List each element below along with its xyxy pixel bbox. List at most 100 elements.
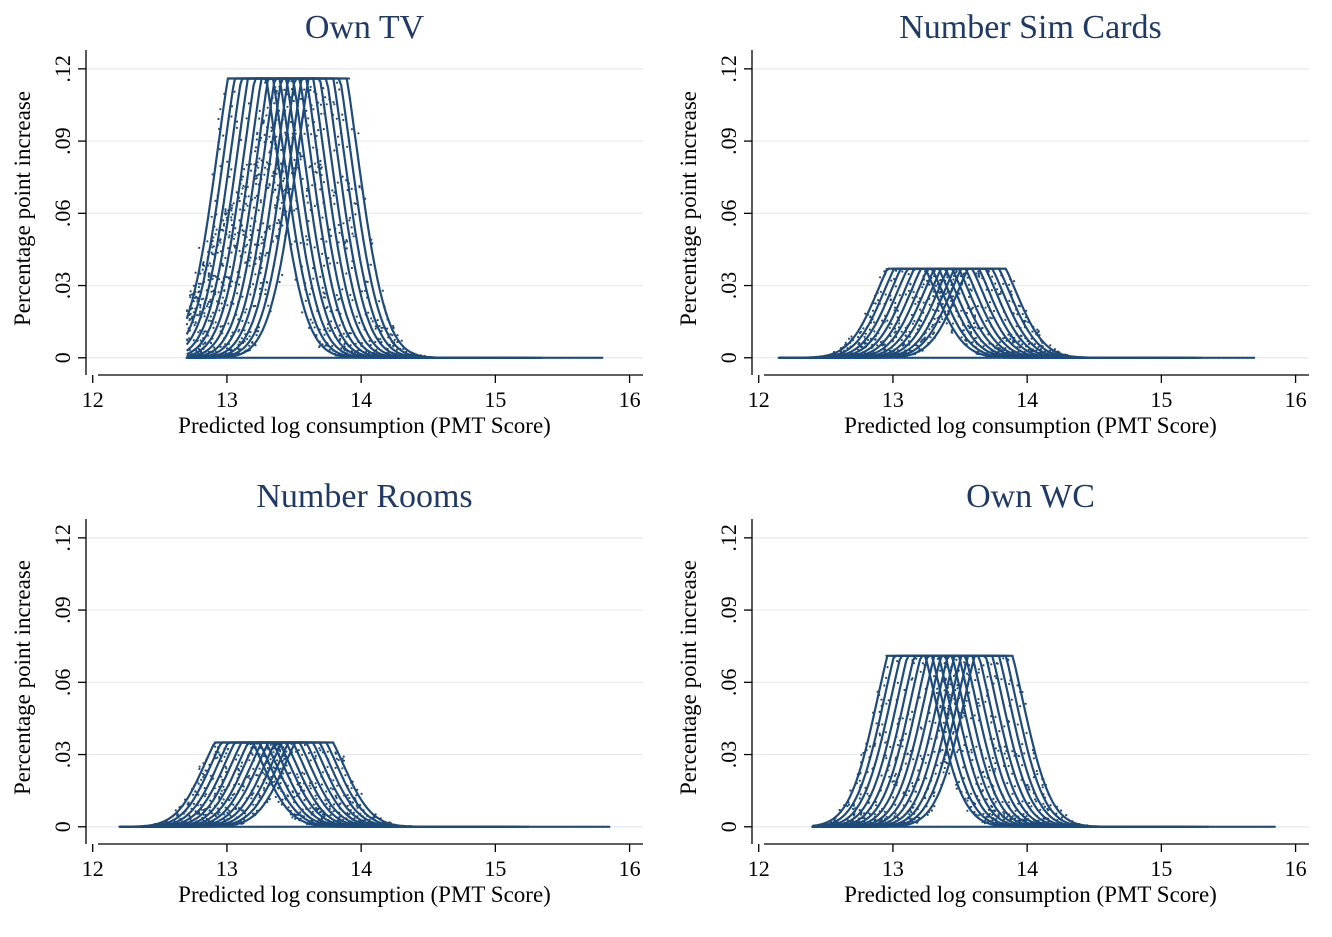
data-point bbox=[205, 821, 208, 824]
data-point bbox=[777, 356, 780, 359]
data-point bbox=[956, 291, 959, 294]
data-point bbox=[228, 284, 231, 287]
data-point bbox=[257, 243, 260, 247]
data-point bbox=[338, 324, 341, 327]
data-point bbox=[280, 163, 283, 166]
data-point bbox=[348, 219, 351, 222]
data-point bbox=[314, 825, 318, 828]
data-point bbox=[257, 793, 260, 796]
series-curve bbox=[778, 267, 1142, 359]
data-point bbox=[884, 754, 887, 757]
data-point bbox=[1002, 282, 1005, 285]
data-point bbox=[978, 704, 981, 707]
data-point bbox=[219, 108, 222, 111]
data-point bbox=[1064, 353, 1067, 356]
data-point bbox=[246, 243, 249, 246]
data-point bbox=[230, 219, 233, 222]
data-point bbox=[894, 322, 898, 325]
data-point bbox=[201, 268, 204, 271]
data-point bbox=[307, 117, 310, 120]
data-point bbox=[931, 323, 935, 326]
data-point bbox=[970, 751, 973, 754]
data-point bbox=[994, 821, 998, 824]
data-point bbox=[273, 784, 276, 787]
data-point bbox=[254, 169, 257, 172]
data-point bbox=[950, 289, 953, 292]
data-point bbox=[1060, 816, 1064, 819]
data-point bbox=[904, 352, 907, 355]
data-point bbox=[1032, 752, 1035, 755]
data-point bbox=[993, 790, 996, 793]
data-point bbox=[285, 174, 289, 177]
data-point bbox=[228, 276, 231, 279]
data-point bbox=[195, 280, 198, 283]
data-point bbox=[990, 289, 993, 292]
data-point bbox=[349, 344, 352, 347]
data-point bbox=[282, 179, 285, 183]
data-point bbox=[934, 322, 937, 325]
data-point bbox=[913, 353, 917, 356]
data-point bbox=[239, 208, 242, 211]
data-point bbox=[339, 798, 342, 801]
data-point bbox=[316, 104, 319, 107]
data-point bbox=[927, 753, 930, 757]
data-point bbox=[369, 238, 372, 241]
data-point bbox=[304, 356, 307, 359]
data-point bbox=[865, 749, 868, 752]
data-point bbox=[943, 706, 946, 709]
data-point bbox=[371, 242, 374, 245]
data-point bbox=[1030, 805, 1033, 808]
data-point bbox=[853, 816, 856, 819]
data-point bbox=[915, 657, 918, 660]
data-point bbox=[345, 817, 348, 820]
data-point bbox=[335, 117, 338, 120]
data-point bbox=[868, 328, 871, 331]
data-point bbox=[844, 343, 847, 346]
data-point bbox=[358, 186, 361, 189]
data-point bbox=[276, 741, 279, 744]
data-point bbox=[1035, 769, 1038, 773]
data-point bbox=[1005, 654, 1008, 657]
data-point bbox=[365, 350, 368, 353]
data-point bbox=[960, 790, 963, 793]
data-point bbox=[291, 790, 294, 793]
data-point bbox=[1005, 351, 1008, 354]
data-point bbox=[930, 325, 934, 328]
data-point bbox=[1043, 816, 1046, 819]
data-point bbox=[278, 753, 281, 756]
data-point bbox=[219, 241, 222, 244]
data-point bbox=[974, 679, 977, 682]
data-point bbox=[316, 161, 319, 164]
data-point bbox=[976, 305, 979, 308]
data-point bbox=[361, 820, 364, 823]
data-point bbox=[858, 820, 861, 823]
data-point bbox=[349, 809, 352, 812]
data-point bbox=[346, 350, 349, 353]
data-point bbox=[251, 230, 254, 233]
data-point bbox=[207, 250, 210, 254]
series-points bbox=[185, 77, 604, 359]
data-point bbox=[1002, 818, 1006, 821]
data-point bbox=[352, 235, 355, 238]
data-point bbox=[856, 821, 859, 824]
data-point bbox=[933, 336, 936, 339]
data-point bbox=[319, 188, 322, 191]
data-point bbox=[186, 803, 189, 806]
data-point bbox=[212, 773, 215, 776]
data-point bbox=[938, 315, 941, 318]
data-point bbox=[889, 354, 893, 357]
data-point bbox=[1032, 757, 1035, 760]
data-point bbox=[1003, 267, 1007, 270]
data-point bbox=[868, 756, 871, 759]
data-point bbox=[962, 766, 965, 769]
data-point bbox=[975, 341, 978, 344]
data-point bbox=[945, 356, 948, 359]
data-point bbox=[326, 305, 329, 308]
data-point bbox=[879, 789, 882, 792]
data-point bbox=[211, 173, 214, 176]
data-point bbox=[985, 267, 988, 270]
data-point bbox=[897, 352, 900, 355]
data-point bbox=[1025, 731, 1028, 735]
